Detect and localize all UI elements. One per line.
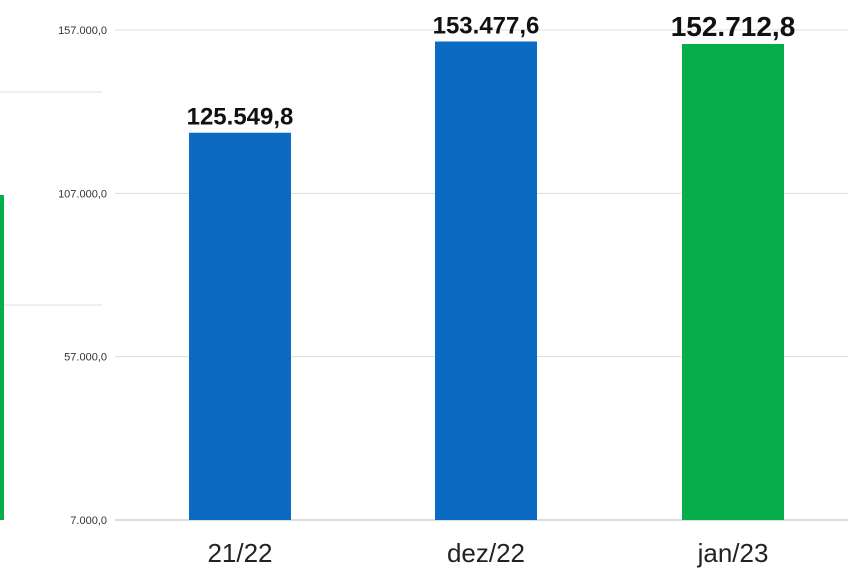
- x-category-label: 21/22: [207, 538, 272, 568]
- x-axis-categories: 21/22 dez/22 jan/23: [207, 538, 768, 568]
- bars: [189, 41, 784, 521]
- data-label: 153.477,6: [433, 13, 540, 40]
- left-edge-fragment: [0, 91, 102, 520]
- bar-dez/22: [435, 41, 537, 521]
- data-label: 125.549,8: [187, 104, 294, 131]
- data-labels: 125.549,8 153.477,6 152.712,8: [187, 11, 796, 131]
- y-axis-ticks: 7.000,0 57.000,0 107.000,0 157.000,0: [58, 25, 107, 527]
- y-tick-label: 7.000,0: [70, 515, 107, 527]
- bar-21/22: [189, 132, 291, 521]
- y-tick-label: 107.000,0: [58, 188, 107, 200]
- x-category-label: dez/22: [447, 538, 525, 568]
- x-category-label: jan/23: [697, 538, 769, 568]
- data-label: 152.712,8: [671, 11, 796, 42]
- bar-jan/23: [682, 44, 784, 520]
- y-tick-label: 157.000,0: [58, 25, 107, 37]
- y-tick-label: 57.000,0: [64, 352, 107, 364]
